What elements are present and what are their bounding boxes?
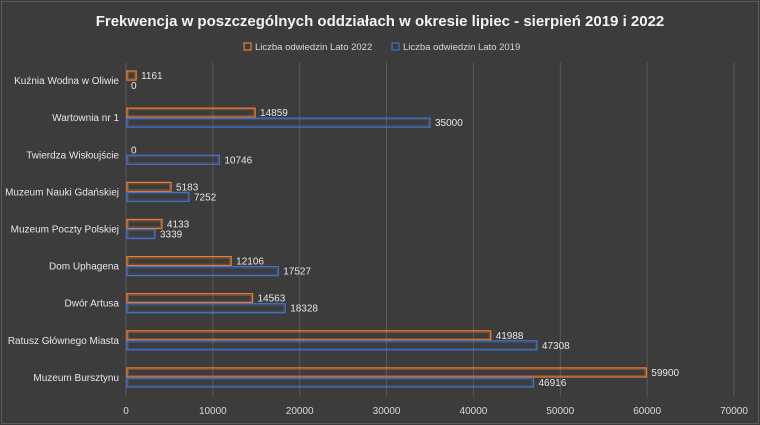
bar-inner-outline: [128, 119, 429, 126]
bar: [126, 228, 156, 240]
category-label: Dom Uphagena: [49, 262, 119, 273]
data-label: 59900: [651, 368, 679, 379]
data-label: 5183: [176, 182, 199, 193]
legend: Liczba odwiedzin Lato 2022 Liczba odwiedz…: [243, 42, 520, 53]
x-tick-label: 20000: [286, 406, 314, 417]
category-label: Twierdza Wisłoujście: [26, 150, 119, 161]
data-label: 14859: [260, 108, 288, 119]
data-label: 41988: [496, 331, 524, 342]
legend-swatch: [243, 42, 252, 51]
category-label: Muzeum Nauki Gdańskiej: [5, 187, 119, 198]
bar: [126, 107, 256, 118]
bar-inner-outline: [128, 267, 278, 275]
category-label: Ratusz Głównego Miasta: [8, 336, 120, 347]
bar-inner-outline: [128, 183, 170, 191]
x-tick-label: 60000: [633, 406, 661, 417]
bar-inner-outline: [128, 230, 154, 238]
legend-label: Liczba odwiedzin Lato 2019: [403, 42, 520, 53]
category-label: Dwór Artusa: [65, 299, 120, 310]
data-label: 35000: [435, 118, 463, 129]
data-label: 1161: [141, 71, 163, 82]
bar-inner-outline: [128, 369, 646, 376]
data-label: 0: [131, 81, 137, 92]
x-tick-label: 30000: [373, 406, 401, 417]
data-label: 3339: [160, 230, 183, 241]
x-tick-label: 70000: [720, 406, 748, 417]
x-tick-label: 10000: [199, 406, 227, 417]
bar-inner-outline: [128, 72, 135, 79]
x-axis-ticks: 0 10000 20000 30000 40000 50000 60000 70000: [123, 406, 748, 417]
data-label: 7252: [194, 192, 217, 203]
bar-inner-outline: [128, 342, 536, 349]
x-tick-label: 0: [123, 406, 129, 417]
bar: [126, 293, 254, 304]
bar-inner-outline: [128, 220, 161, 228]
bar: [126, 154, 220, 165]
data-label: 17527: [283, 267, 311, 278]
data-label: 12106: [236, 257, 264, 268]
data-label: 47308: [542, 341, 570, 352]
category-label: Muzeum Poczty Polskiej: [11, 225, 119, 236]
bar-inner-outline: [128, 294, 252, 302]
category-label: Kuźnia Wodna w Oliwie: [14, 76, 119, 87]
data-label: 46916: [538, 378, 566, 389]
bar: [126, 340, 538, 351]
bar-inner-outline: [128, 257, 230, 265]
bar: [126, 367, 647, 378]
bar-inner-outline: [128, 156, 219, 164]
data-label: 0: [131, 145, 137, 156]
bar: [126, 117, 431, 128]
bar-inner-outline: [128, 304, 284, 312]
x-tick-label: 40000: [460, 406, 488, 417]
x-tick-label: 50000: [546, 406, 574, 417]
legend-swatch: [391, 42, 400, 51]
bar-inner-outline: [128, 332, 490, 339]
legend-label: Liczba odwiedzin Lato 2022: [255, 42, 372, 53]
bar: [126, 265, 279, 277]
chart-title: Frekwencja w poszczególnych oddziałach w…: [96, 13, 665, 30]
bar: [126, 181, 172, 193]
bar: [126, 330, 492, 341]
bar: [126, 191, 190, 203]
data-label: 4133: [167, 220, 190, 231]
category-labels: Kuźnia Wodna w Oliwie Wartownia nr 1 Twier…: [5, 76, 119, 384]
bar: [126, 303, 286, 314]
bar-inner-outline: [128, 379, 533, 386]
bar: [126, 70, 137, 81]
bar: [126, 218, 163, 230]
data-label: 10746: [224, 155, 252, 166]
bar: [126, 377, 535, 388]
bar-inner-outline: [128, 193, 188, 201]
bar: [126, 255, 232, 267]
gridlines: [125, 62, 735, 396]
data-label: 18328: [290, 304, 318, 315]
bar-inner-outline: [128, 109, 254, 116]
category-label: Muzeum Bursztynu: [33, 373, 119, 384]
data-label: 14563: [257, 294, 285, 305]
category-label: Wartownia nr 1: [52, 113, 119, 124]
